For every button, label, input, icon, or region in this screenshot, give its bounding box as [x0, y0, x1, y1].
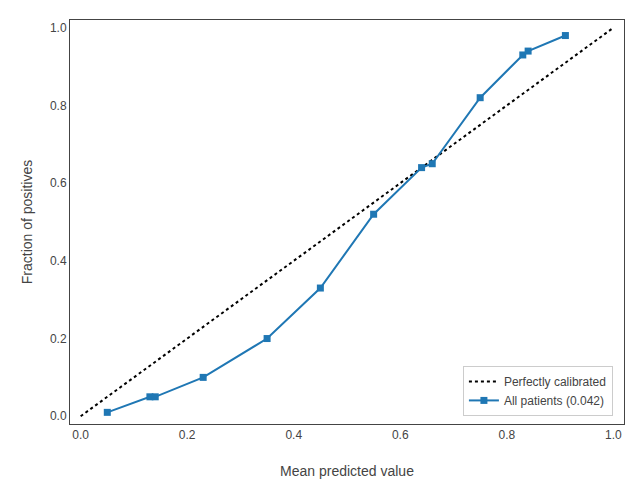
svg-text:Mean predicted value: Mean predicted value: [280, 463, 414, 479]
svg-text:0.4: 0.4: [50, 254, 67, 268]
svg-text:0.2: 0.2: [179, 428, 196, 442]
svg-text:0.0: 0.0: [50, 409, 67, 423]
svg-text:0.6: 0.6: [392, 428, 409, 442]
svg-text:0.2: 0.2: [50, 332, 67, 346]
svg-text:Perfectly calibrated: Perfectly calibrated: [504, 375, 606, 389]
svg-text:1.0: 1.0: [50, 21, 67, 35]
svg-text:1.0: 1.0: [605, 428, 622, 442]
svg-text:Fraction of positives: Fraction of positives: [19, 160, 35, 285]
svg-text:0.8: 0.8: [50, 99, 67, 113]
svg-text:0.6: 0.6: [50, 176, 67, 190]
svg-text:All patients (0.042): All patients (0.042): [504, 394, 604, 408]
svg-text:0.4: 0.4: [285, 428, 302, 442]
svg-text:0.8: 0.8: [498, 428, 515, 442]
svg-text:0.0: 0.0: [72, 428, 89, 442]
